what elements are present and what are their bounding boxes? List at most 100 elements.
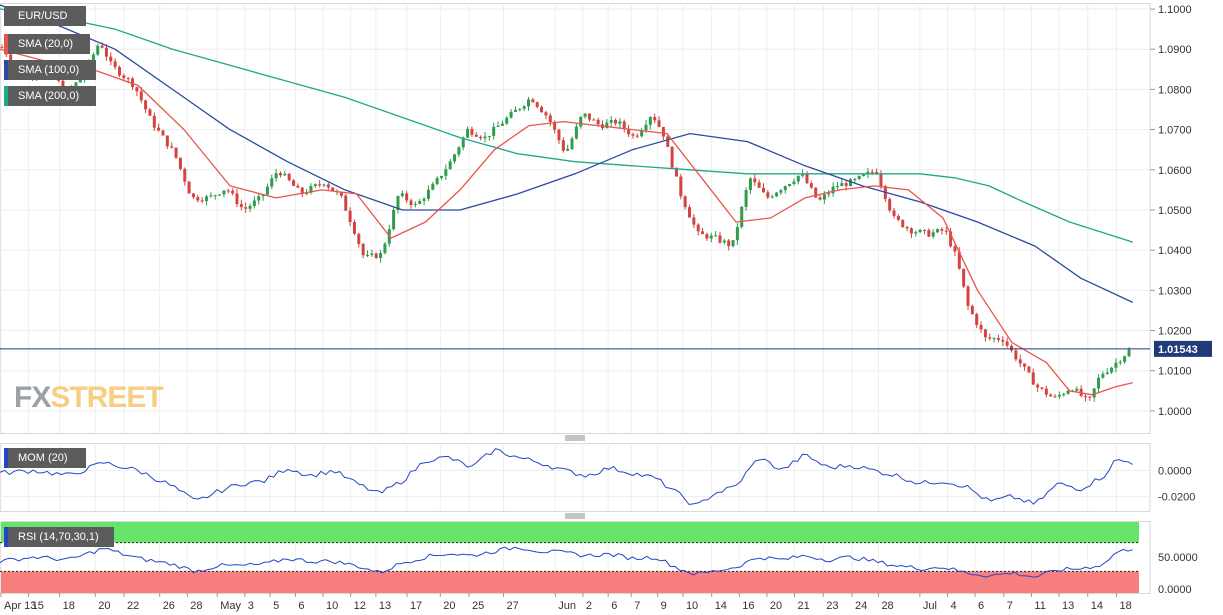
panel-frame-0 xyxy=(0,3,1151,434)
candle-body xyxy=(283,173,287,176)
price-tick-label: 1.0000 xyxy=(1158,406,1192,418)
candle-body xyxy=(466,128,470,138)
candle-body xyxy=(1105,372,1109,374)
x-tick-label: 6 xyxy=(611,600,617,612)
candle-body xyxy=(661,126,665,137)
candle-body xyxy=(292,180,296,186)
x-tick-label: 18 xyxy=(63,600,75,612)
candle-body xyxy=(622,121,626,129)
candle-body xyxy=(157,127,161,131)
candle-body xyxy=(1031,372,1035,385)
sma20-text: SMA (20,0) xyxy=(18,38,74,50)
candle-body xyxy=(936,229,940,233)
x-tick-label: 28 xyxy=(881,600,893,612)
candle-body xyxy=(222,190,226,195)
candle-body xyxy=(500,123,504,126)
current-price-tag xyxy=(1154,340,1212,357)
candle-body xyxy=(1049,394,1053,397)
rsi-tick-label: 0.0000 xyxy=(1158,584,1192,596)
candle-body xyxy=(74,82,78,87)
candle-body xyxy=(418,200,422,204)
panel-resize-handle[interactable] xyxy=(565,435,585,441)
price-tick-label: 1.0800 xyxy=(1158,84,1192,96)
candle-body xyxy=(448,161,452,170)
candle-body xyxy=(370,253,374,255)
candle-body xyxy=(339,192,343,196)
candle-body xyxy=(213,195,217,197)
rsi-label: RSI (14,70,30,1) xyxy=(4,527,114,547)
candle-body xyxy=(766,192,770,198)
x-tick-label: 6 xyxy=(298,600,304,612)
x-tick-label: May xyxy=(220,600,241,612)
candle-body xyxy=(1088,396,1092,398)
candle-body xyxy=(435,177,439,185)
sma200-label: SMA (200,0) xyxy=(4,86,96,106)
candle-body xyxy=(117,67,121,76)
x-tick-label: 15 xyxy=(32,600,44,612)
candle-body xyxy=(522,106,526,109)
price-tick-label: 1.0100 xyxy=(1158,366,1192,378)
candle-body xyxy=(122,75,126,79)
panel-resize-handle[interactable] xyxy=(565,513,585,519)
candle-body xyxy=(374,253,378,259)
candle-body xyxy=(709,235,713,239)
candle-body xyxy=(1057,394,1061,397)
candle-body xyxy=(753,178,757,183)
candle-body xyxy=(966,286,970,306)
candle-body xyxy=(962,268,966,287)
candle-body xyxy=(566,148,570,151)
candle-body xyxy=(831,186,835,194)
candle-body xyxy=(431,184,435,190)
candle-body xyxy=(300,187,304,194)
candle-body xyxy=(683,196,687,208)
candle-body xyxy=(740,206,744,228)
sma200-text: SMA (200,0) xyxy=(18,90,80,102)
candle-body xyxy=(818,197,822,200)
logo-fx: FX xyxy=(14,381,51,414)
candle-body xyxy=(674,167,678,177)
candle-body xyxy=(666,136,670,147)
candle-body xyxy=(931,232,935,237)
candle-body xyxy=(783,186,787,191)
candle-body xyxy=(191,193,195,198)
x-tick-label: Apr 13 xyxy=(4,600,36,612)
candle-body xyxy=(1092,388,1096,398)
candle-body xyxy=(853,179,857,181)
candle-body xyxy=(361,243,365,256)
candle-body xyxy=(922,229,926,231)
x-tick-label: 9 xyxy=(661,600,667,612)
candle-body xyxy=(231,190,235,194)
candle-body xyxy=(814,187,818,198)
candle-body xyxy=(731,240,735,247)
candle-body xyxy=(744,190,748,207)
candle-body xyxy=(735,227,739,241)
candle-body xyxy=(692,217,696,225)
candle-body xyxy=(183,168,187,182)
candle-body xyxy=(953,246,957,252)
x-tick-label: 3 xyxy=(248,600,254,612)
symbol-label: EUR/USD xyxy=(4,6,86,26)
x-tick-label: 14 xyxy=(715,600,727,612)
rsi-tick-label: 50.0000 xyxy=(1158,552,1198,564)
symbol-text: EUR/USD xyxy=(18,10,68,22)
candle-body xyxy=(870,171,874,173)
rsi-overbought-zone xyxy=(1,522,1139,543)
candle-body xyxy=(453,154,457,162)
x-tick-label: 5 xyxy=(273,600,279,612)
candle-body xyxy=(205,196,209,202)
candle-body xyxy=(239,204,243,208)
candle-body xyxy=(278,173,282,176)
candle-body xyxy=(9,54,13,62)
candle-body xyxy=(100,45,104,48)
candle-body xyxy=(975,314,979,325)
candle-body xyxy=(409,200,413,205)
candle-body xyxy=(901,219,905,228)
candle-body xyxy=(1118,361,1122,363)
candle-body xyxy=(857,175,861,180)
candle-body xyxy=(474,134,478,137)
candle-body xyxy=(896,215,900,220)
candle-body xyxy=(727,240,731,247)
candle-body xyxy=(801,173,805,176)
candle-body xyxy=(679,176,683,197)
